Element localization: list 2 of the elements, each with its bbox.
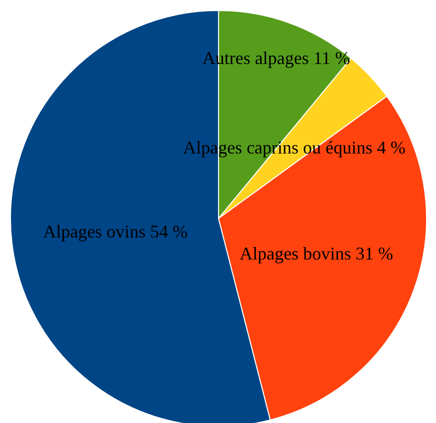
slice-label: Alpages ovins 54 % bbox=[43, 222, 188, 242]
slice-label: Alpages bovins 31 % bbox=[240, 244, 394, 264]
